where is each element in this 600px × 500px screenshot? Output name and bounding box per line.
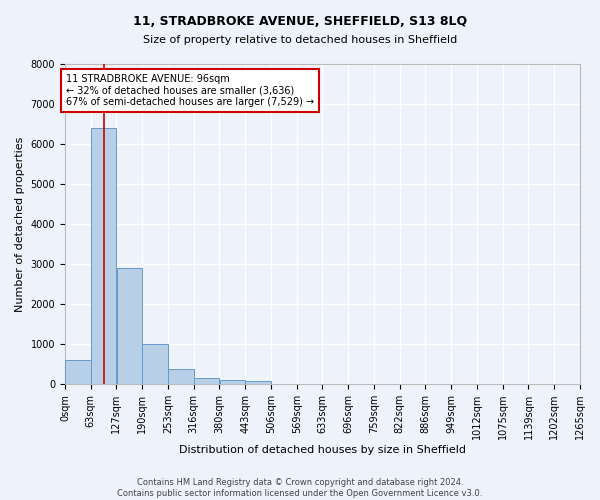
- Text: Contains HM Land Registry data © Crown copyright and database right 2024.
Contai: Contains HM Land Registry data © Crown c…: [118, 478, 482, 498]
- Y-axis label: Number of detached properties: Number of detached properties: [15, 136, 25, 312]
- X-axis label: Distribution of detached houses by size in Sheffield: Distribution of detached houses by size …: [179, 445, 466, 455]
- Bar: [194, 378, 220, 384]
- Bar: [116, 268, 142, 384]
- Bar: [91, 128, 116, 384]
- Bar: [65, 360, 91, 384]
- Bar: [168, 369, 194, 384]
- Bar: [245, 381, 271, 384]
- Text: 11 STRADBROKE AVENUE: 96sqm
← 32% of detached houses are smaller (3,636)
67% of : 11 STRADBROKE AVENUE: 96sqm ← 32% of det…: [66, 74, 314, 107]
- Text: 11, STRADBROKE AVENUE, SHEFFIELD, S13 8LQ: 11, STRADBROKE AVENUE, SHEFFIELD, S13 8L…: [133, 15, 467, 28]
- Bar: [220, 380, 245, 384]
- Text: Size of property relative to detached houses in Sheffield: Size of property relative to detached ho…: [143, 35, 457, 45]
- Bar: [142, 344, 168, 384]
